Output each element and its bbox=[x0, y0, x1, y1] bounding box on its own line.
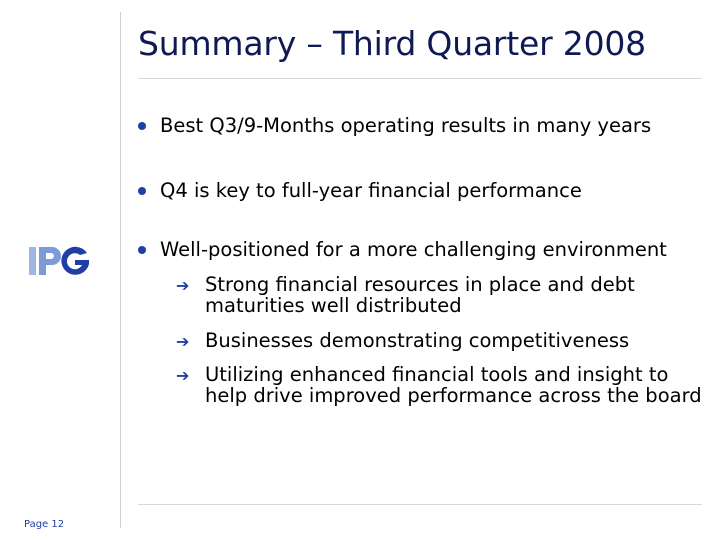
bullet-text: Best Q3/9-Months operating results in ma… bbox=[160, 114, 652, 137]
slide-title: Summary – Third Quarter 2008 bbox=[138, 24, 646, 63]
sub-bullet-text: Utilizing enhanced financial tools and i… bbox=[205, 363, 702, 407]
ipg-logo bbox=[29, 246, 89, 275]
footer-divider bbox=[138, 504, 702, 505]
bullet-text: Q4 is key to full-year financial perform… bbox=[160, 179, 582, 202]
arrow-right-icon: ➔ bbox=[176, 332, 190, 351]
vertical-divider bbox=[120, 12, 121, 528]
sub-bullet-text: Strong financial resources in place and … bbox=[205, 273, 635, 317]
bullet-dot-icon bbox=[138, 246, 146, 254]
bullet-text: Well-positioned for a more challenging e… bbox=[160, 238, 667, 261]
sub-bullet-text: Businesses demonstrating competitiveness bbox=[205, 329, 630, 352]
arrow-right-icon: ➔ bbox=[176, 276, 190, 295]
title-divider bbox=[138, 78, 702, 79]
bullet-dot-icon bbox=[138, 187, 146, 195]
logo-letter-g bbox=[61, 246, 89, 275]
logo-letter-p bbox=[39, 247, 61, 275]
bullet-dot-icon bbox=[138, 122, 146, 130]
page-number: Page 12 bbox=[24, 519, 65, 530]
arrow-right-icon: ➔ bbox=[176, 366, 190, 385]
logo-letter-i bbox=[29, 247, 36, 275]
